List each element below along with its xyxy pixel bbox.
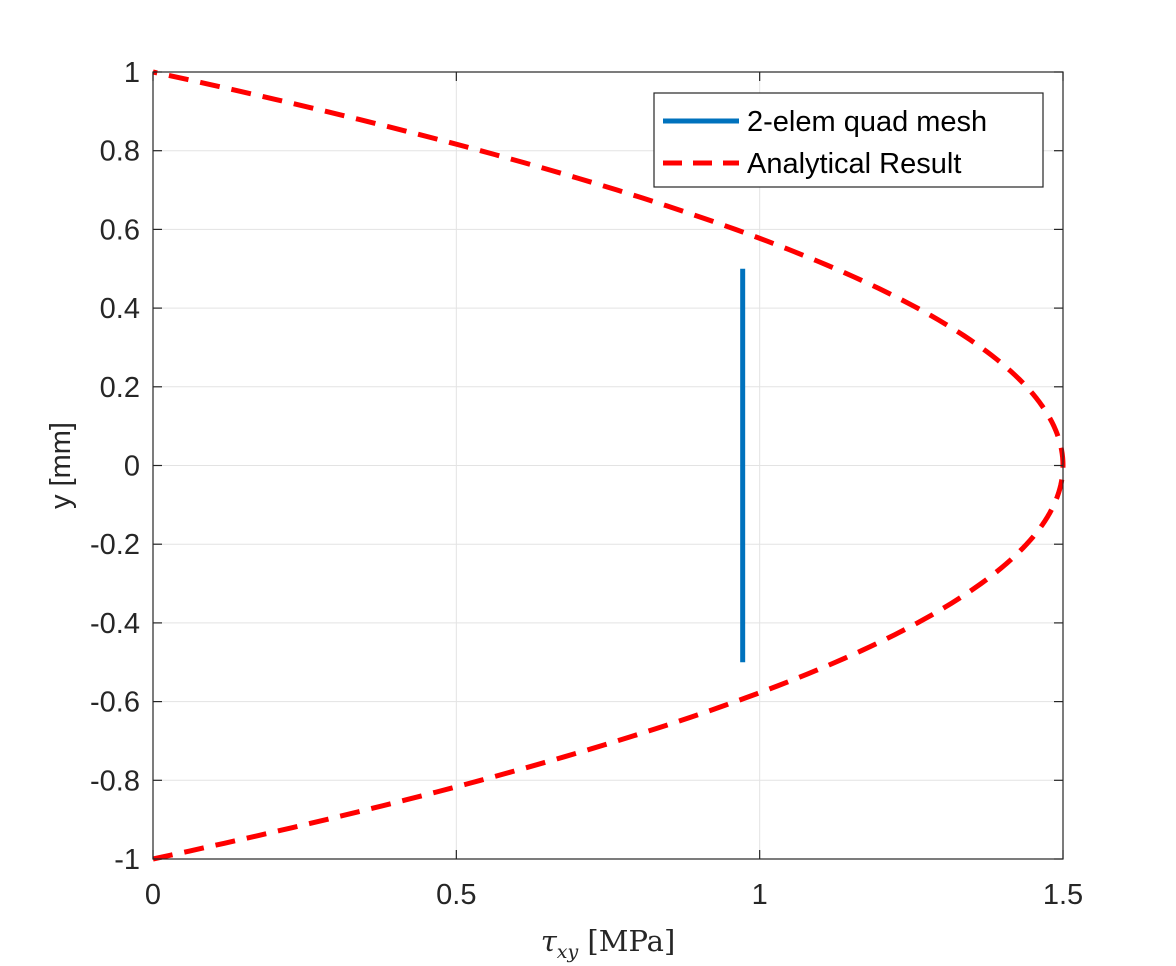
y-tick-label-1: 0.8 [100, 136, 140, 168]
y-tick-label-6: -0.2 [90, 529, 140, 561]
legend-label-quad-mesh: 2-elem quad mesh [747, 106, 987, 138]
legend-box [653, 92, 1044, 188]
y-tick-label-0: 1 [124, 57, 140, 89]
y-tick-label-9: -0.8 [90, 765, 140, 797]
ticks [152, 71, 1064, 860]
x-axis-label-symbol: τ [541, 924, 558, 958]
x-axis-label-subscript: xy [557, 941, 579, 963]
y-tick-label-7: -0.4 [90, 608, 140, 640]
y-axis-label: y [mm] [45, 422, 77, 509]
legend: 2-elem quad mesh Analytical Result [653, 92, 1044, 188]
x-tick-label-2: 1 [752, 879, 768, 911]
y-tick-label-2: 0.6 [100, 214, 140, 246]
tick-labels: 0 0.5 1 1.5 1 0.8 0.6 0.4 0.2 0 -0.2 -0.4 -0.6 -0.8 -1 [90, 57, 1083, 911]
x-tick-label-1: 0.5 [436, 879, 476, 911]
x-tick-label-0: 0 [145, 879, 161, 911]
y-tick-label-10: -1 [114, 844, 140, 876]
y-tick-label-4: 0.2 [100, 372, 140, 404]
x-tick-label-3: 1.5 [1043, 879, 1083, 911]
y-tick-label-3: 0.4 [100, 293, 140, 325]
x-axis-label: τxy [MPa] [541, 924, 676, 963]
y-tick-label-8: -0.6 [90, 687, 140, 719]
x-axis-label-unit: [MPa] [578, 924, 675, 958]
legend-label-analytical: Analytical Result [747, 148, 961, 180]
grid [152, 71, 1064, 860]
y-tick-label-5: 0 [124, 451, 140, 483]
